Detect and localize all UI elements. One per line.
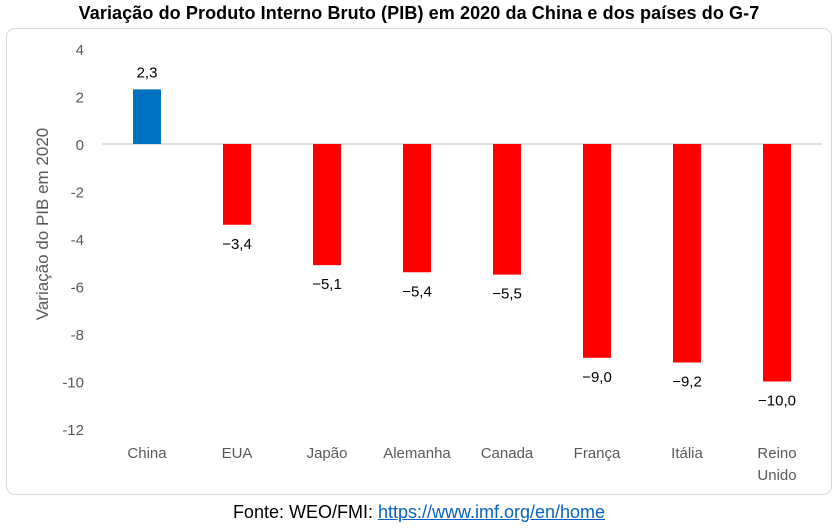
y-tick-label: -2	[71, 185, 84, 202]
chart-area	[6, 28, 832, 495]
x-tick-label: França	[574, 445, 621, 462]
bar	[583, 144, 611, 358]
chart-title: Variação do Produto Interno Bruto (PIB) …	[78, 3, 760, 23]
y-tick-label: 2	[76, 90, 84, 107]
x-tick-label: Canada	[481, 445, 534, 462]
y-tick-label: 4	[76, 42, 84, 59]
bar-value-label: −3,4	[222, 236, 252, 253]
x-tick-label: Reino	[757, 445, 796, 462]
y-tick-label: -6	[71, 280, 84, 297]
bar	[133, 89, 161, 144]
y-tick-label: -12	[62, 422, 84, 439]
source-prefix: Fonte: WEO/FMI:	[232, 502, 378, 522]
bar-value-label: −5,1	[312, 276, 342, 293]
x-tick-label: EUA	[222, 445, 253, 462]
bar	[313, 144, 341, 266]
bar	[673, 144, 701, 363]
y-tick-label: -10	[62, 375, 84, 392]
bar-value-label: 2,3	[137, 64, 158, 81]
source-link[interactable]: https://www.imf.org/en/home	[377, 502, 606, 522]
source-note: Fonte: WEO/FMI: https://www.imf.org/en/h…	[0, 502, 838, 523]
bar-value-label: −9,2	[672, 374, 702, 391]
x-tick-label: Alemanha	[383, 445, 451, 462]
bar-value-label: −5,4	[402, 283, 432, 300]
x-tick-label: Itália	[671, 445, 703, 462]
bar-value-label: −5,5	[492, 286, 522, 303]
bar-value-label: −9,0	[582, 369, 612, 386]
bar	[223, 144, 251, 225]
x-tick-label: Unido	[757, 467, 796, 484]
bar	[403, 144, 431, 273]
y-tick-label: 0	[76, 137, 84, 154]
bar	[493, 144, 521, 275]
y-tick-label: -8	[71, 327, 84, 344]
x-tick-label: China	[127, 445, 167, 462]
bar	[763, 144, 791, 382]
bar-value-label: −10,0	[758, 393, 796, 410]
x-tick-label: Japão	[307, 445, 348, 462]
y-tick-label: -4	[71, 232, 84, 249]
bar-chart-plot: 4 2 0 -2 -4 -6 -8 -10 -12 2,3 China −3,4 EUA −5,1 Japã…	[62, 42, 822, 484]
